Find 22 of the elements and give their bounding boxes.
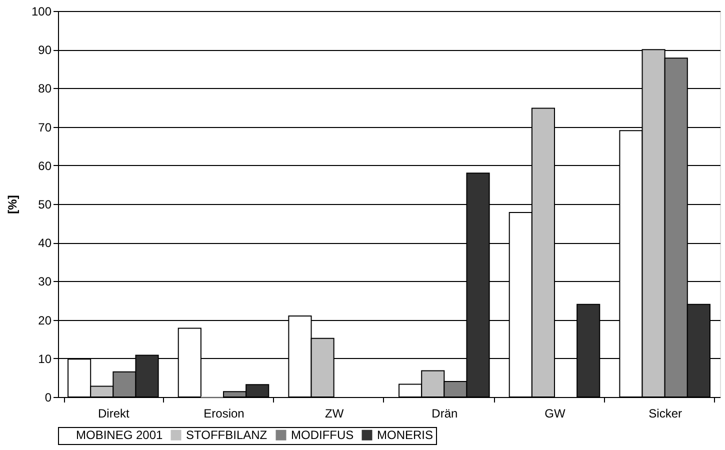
y-tick-label: 0: [44, 390, 52, 404]
y-tick-label: 90: [38, 43, 52, 58]
y-tick-label: 100: [31, 4, 52, 18]
text: MOBINEG 2001: [76, 428, 164, 442]
x-tick-label: Sicker: [648, 406, 682, 420]
legend-label: STOFFBILANZ: [186, 428, 268, 442]
x-tick-label: Drän: [432, 406, 458, 420]
y-tick-label: 30: [38, 274, 52, 289]
y-tick-label: 20: [38, 313, 52, 328]
y-tick-label: 10: [38, 352, 52, 366]
y-tick-label: 40: [38, 236, 52, 250]
y-tick-label: 80: [38, 82, 52, 96]
x-tick-label: Erosion: [204, 406, 244, 420]
x-tick-label: ZW: [325, 406, 344, 420]
y-axis-title: [%]: [5, 195, 20, 214]
legend-label: MODIFFUS: [291, 428, 354, 442]
x-tick-label: Direkt: [98, 406, 130, 420]
y-tick-label: 50: [38, 198, 52, 212]
legend-label: MONERIS: [377, 428, 434, 442]
y-tick-label: 70: [38, 120, 52, 134]
y-tick-label: 60: [38, 158, 52, 173]
x-tick-label: GW: [544, 406, 566, 420]
